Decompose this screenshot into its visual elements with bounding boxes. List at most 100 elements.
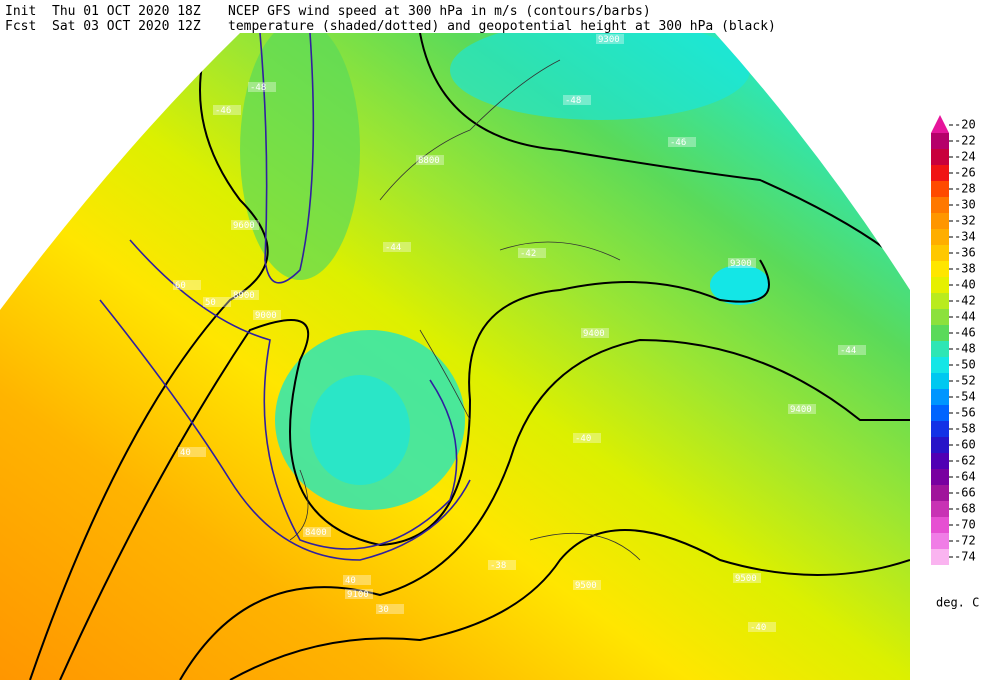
colorbar-label: -70 <box>954 518 976 532</box>
contour-label-bg <box>203 297 231 307</box>
contour-label-bg <box>343 575 371 585</box>
contour-label: -48 <box>250 83 266 93</box>
colorbar-box <box>931 533 949 549</box>
contour-label: 9600 <box>233 221 255 231</box>
contour-label: 30 <box>378 605 389 615</box>
contour-label-bg <box>231 220 259 230</box>
colorbar-box <box>931 501 949 517</box>
colorbar-label: -60 <box>954 438 976 452</box>
colorbar-box <box>931 341 949 357</box>
contour-label-bg <box>416 155 444 165</box>
contour-label-bg <box>376 604 404 614</box>
contour-label: -42 <box>520 249 536 259</box>
colorbar-label: -44 <box>954 310 976 324</box>
colorbar-label: -54 <box>954 390 976 404</box>
colorbar-label: -26 <box>954 166 976 180</box>
colorbar-label: -58 <box>954 422 976 436</box>
contour-label-bg <box>733 573 761 583</box>
colorbar-box <box>931 229 949 245</box>
colorbar-box <box>931 469 949 485</box>
contour-label-bg <box>303 527 331 537</box>
colorbar-box <box>931 277 949 293</box>
colorbar-label: -36 <box>954 246 976 260</box>
contour-label-bg <box>488 560 516 570</box>
colorbar-box <box>931 245 949 261</box>
colorbar-label: -66 <box>954 486 976 500</box>
colorbar-box <box>931 293 949 309</box>
colorbar-box <box>931 373 949 389</box>
contour-label: -40 <box>575 434 591 444</box>
colorbar-label: -74 <box>954 550 976 564</box>
colorbar-label: -46 <box>954 326 976 340</box>
colorbar-label: -22 <box>954 134 976 148</box>
contour-label: 50 <box>205 298 216 308</box>
contour-label-bg <box>231 290 259 300</box>
contour-label: 9500 <box>575 581 597 591</box>
contour-label: -44 <box>840 346 856 356</box>
colorbar-box <box>931 389 949 405</box>
contour-label-bg <box>178 447 206 457</box>
contour-label-bg <box>838 345 866 355</box>
colorbar-label: -24 <box>954 150 976 164</box>
colorbar-label: -62 <box>954 454 976 468</box>
colorbar-label: -64 <box>954 470 976 484</box>
contour-label: 9300 <box>598 35 620 45</box>
contour-label: 60 <box>175 281 186 291</box>
header-time: Thu 01 OCT 2020 18Z <box>52 4 201 19</box>
contour-label: 9500 <box>735 574 757 584</box>
colorbar-box <box>931 181 949 197</box>
colorbar-box <box>931 149 949 165</box>
contour-label-bg <box>573 433 601 443</box>
colorbar-label: -48 <box>954 342 976 356</box>
colorbar-label: -38 <box>954 262 976 276</box>
colorbar-box <box>931 357 949 373</box>
colorbar-box <box>931 405 949 421</box>
contour-label: -46 <box>670 138 686 148</box>
contour-label-bg <box>248 82 276 92</box>
contour-label-bg <box>788 404 816 414</box>
header-title: NCEP GFS wind speed at 300 hPa in m/s (c… <box>228 4 651 19</box>
colorbar-box <box>931 197 949 213</box>
colorbar-box <box>931 453 949 469</box>
colorbar-label: -34 <box>954 230 976 244</box>
colorbar-label: -68 <box>954 502 976 516</box>
contour-label: -38 <box>490 561 506 571</box>
header-time: Sat 03 OCT 2020 12Z <box>52 19 201 34</box>
contour-label-bg <box>383 242 411 252</box>
contour-label: 8400 <box>305 528 327 538</box>
contour-label-bg <box>573 580 601 590</box>
colorbar-box <box>931 437 949 453</box>
contour-label: -40 <box>750 623 766 633</box>
contour-label-bg <box>728 258 756 268</box>
colorbar-box <box>931 485 949 501</box>
contour-label: -48 <box>565 96 581 106</box>
contour-label-bg <box>518 248 546 258</box>
contour-label: 40 <box>345 576 356 586</box>
contour-label: 9400 <box>790 405 812 415</box>
contour-label: 8900 <box>233 291 255 301</box>
colorbar-box <box>931 549 949 565</box>
colorbar-label: -30 <box>954 198 976 212</box>
colorbar-label: -32 <box>954 214 976 228</box>
colorbar-label: -28 <box>954 182 976 196</box>
header-label: Fcst <box>5 19 36 34</box>
contour-label-bg <box>213 105 241 115</box>
contour-label: 9000 <box>255 311 277 321</box>
colorbar-arrow <box>931 115 949 133</box>
colorbar-unit: deg. C <box>936 596 979 610</box>
colorbar-label: -42 <box>954 294 976 308</box>
colorbar-label: -20 <box>954 118 976 132</box>
colorbar-box <box>931 421 949 437</box>
contour-label-bg <box>748 622 776 632</box>
colorbar-box <box>931 165 949 181</box>
contour-label-bg <box>563 95 591 105</box>
contour-label-bg <box>345 589 373 599</box>
contour-label: 9400 <box>583 329 605 339</box>
colorbar-label: -52 <box>954 374 976 388</box>
colorbar-label: -40 <box>954 278 976 292</box>
header-label: Init <box>5 4 36 19</box>
colorbar-label: -56 <box>954 406 976 420</box>
colorbar-label: -72 <box>954 534 976 548</box>
